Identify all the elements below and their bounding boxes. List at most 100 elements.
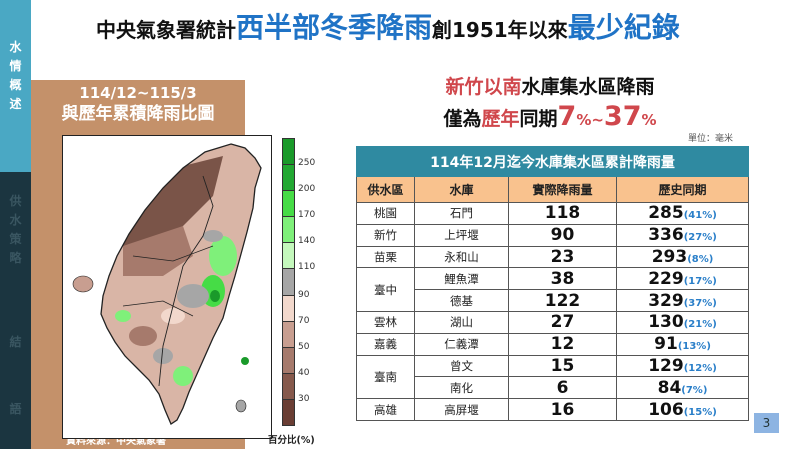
cell-reservoir: 石門 xyxy=(414,202,509,225)
percent-value: (21%) xyxy=(683,319,717,331)
sidebar-item-conclusion-1[interactable]: 結 xyxy=(0,333,31,352)
column-header-reservoir: 水庫 xyxy=(414,176,509,203)
percent-sign: % xyxy=(576,111,592,129)
column-header-region: 供水區 xyxy=(356,176,415,203)
historical-value: 336 xyxy=(648,225,684,246)
cell-reservoir: 湖山 xyxy=(414,310,509,334)
cell-region: 桃園 xyxy=(356,202,415,225)
cell-reservoir: 曾文 xyxy=(414,354,509,378)
cell-reservoir: 德基 xyxy=(414,289,509,312)
table-row: 嘉義 仁義潭 12 91(13%) xyxy=(356,332,750,356)
table-row: 雲林 湖山 27 130(21%) xyxy=(356,310,750,334)
sidebar-char: 略 xyxy=(9,251,22,265)
cell-historical: 336(27%) xyxy=(615,223,750,247)
highlight-region: 新竹以南 xyxy=(445,76,522,98)
cell-actual: 118 xyxy=(508,202,617,225)
sidebar-char: 結 xyxy=(9,335,22,349)
cell-historical: 329(37%) xyxy=(615,289,750,312)
sidebar-char: 情 xyxy=(9,59,22,73)
sidebar-active-highlight xyxy=(0,0,31,172)
sidebar-char: 策 xyxy=(9,232,22,246)
legend-tick-label: 200 xyxy=(298,184,316,194)
cell-reservoir: 鯉魚潭 xyxy=(414,267,509,291)
cell-reservoir: 上坪堰 xyxy=(414,223,509,247)
taiwan-map-image xyxy=(72,143,262,425)
historical-value: 91 xyxy=(654,334,678,355)
legend-swatch xyxy=(283,295,294,322)
cell-historical: 293(8%) xyxy=(615,245,750,269)
legend-swatch xyxy=(283,269,294,296)
cell-historical: 130(21%) xyxy=(615,310,750,334)
percent-sign: % xyxy=(641,111,657,129)
finding-text: 僅為 xyxy=(443,108,482,130)
sidebar-char: 概 xyxy=(9,78,22,92)
table-row: 苗栗 永和山 23 293(8%) xyxy=(356,245,750,269)
table-row: 德基 122 329(37%) xyxy=(357,289,750,312)
legend-swatch xyxy=(283,217,294,244)
legend-unit-label: 百分比(%) xyxy=(268,435,315,446)
table-caption: 114年12月迄今水庫集水區累計降雨量 xyxy=(355,146,750,177)
legend-tick-label: 50 xyxy=(298,342,310,352)
cell-region: 苗栗 xyxy=(356,245,415,269)
cell-region: 臺南 xyxy=(356,354,415,400)
historical-value: 285 xyxy=(648,203,684,224)
historical-value: 106 xyxy=(648,399,684,420)
legend-swatch xyxy=(283,373,294,400)
cell-region: 高雄 xyxy=(356,398,415,421)
title-highlight-2: 最少紀錄 xyxy=(567,11,680,44)
highlight-text: 歷年 xyxy=(481,108,520,130)
map-title: 與歷年累積降雨比圖 xyxy=(61,104,215,124)
page-title: 中央氣象署統計 西半部冬季降雨 創1951年以來 最少紀錄 xyxy=(96,6,680,46)
legend-tick-label: 30 xyxy=(298,394,310,404)
range-tilde: ~ xyxy=(591,111,604,129)
historical-value: 129 xyxy=(648,355,684,376)
legend-swatch xyxy=(283,191,294,218)
cell-reservoir: 永和山 xyxy=(414,245,509,269)
column-header-historical: 歷史同期 xyxy=(615,176,750,203)
legend-tick-label: 170 xyxy=(298,210,316,220)
percent-value: (17%) xyxy=(683,275,717,287)
sidebar-char: 述 xyxy=(9,97,22,111)
title-part-1: 中央氣象署統計 xyxy=(96,18,236,42)
cell-reservoir: 高屏堰 xyxy=(414,398,509,421)
legend-swatch xyxy=(283,165,294,192)
cell-historical: 91(13%) xyxy=(615,332,750,356)
percent-value: (13%) xyxy=(677,341,711,353)
key-finding: 新竹以南水庫集水區降雨 僅為歷年同期7%~37% xyxy=(360,72,740,135)
legend-swatch xyxy=(283,243,294,270)
legend-swatch xyxy=(283,399,294,426)
cell-actual: 6 xyxy=(508,376,617,400)
legend-tick-label: 70 xyxy=(298,316,310,326)
sidebar-item-conclusion-2[interactable]: 語 xyxy=(0,400,31,419)
historical-value: 293 xyxy=(651,246,688,267)
finding-text: 同期 xyxy=(519,108,558,130)
table-row: 臺中 鯉魚潭 38 229(17%) xyxy=(356,267,750,312)
rainfall-ratio-map xyxy=(62,135,272,439)
percent-high: 37 xyxy=(603,101,642,132)
percent-value: (12%) xyxy=(683,362,717,374)
data-source-label: 資料來源：中央氣象署 xyxy=(66,436,166,447)
legend-swatch xyxy=(283,321,294,348)
cell-actual: 122 xyxy=(508,289,617,312)
legend-tick-label: 140 xyxy=(298,236,316,246)
title-highlight-1: 西半部冬季降雨 xyxy=(236,11,433,44)
title-part-2: 創1951年以來 xyxy=(432,18,568,42)
cell-region: 臺中 xyxy=(356,267,415,312)
legend-tick-label: 250 xyxy=(298,158,316,168)
table-row: 桃園 石門 118 285(41%) xyxy=(356,202,750,225)
cell-historical: 229(17%) xyxy=(615,267,750,291)
percent-value: (27%) xyxy=(683,232,717,244)
sidebar-item-water-overview[interactable]: 水 情 概 述 xyxy=(0,38,31,114)
legend-tick-label: 90 xyxy=(298,290,310,300)
cell-actual: 23 xyxy=(508,245,617,269)
column-header-actual: 實際降雨量 xyxy=(508,176,617,203)
cell-region: 嘉義 xyxy=(356,332,415,356)
cell-historical: 285(41%) xyxy=(615,202,750,225)
page-number: 3 xyxy=(754,413,779,433)
sidebar-char: 水 xyxy=(9,213,22,227)
cell-region: 雲林 xyxy=(356,310,415,334)
sidebar-nav: 水 情 概 述 供 水 策 略 結 語 xyxy=(0,0,31,449)
sidebar-char: 語 xyxy=(9,402,22,416)
sidebar-item-water-supply-strategy[interactable]: 供 水 策 略 xyxy=(0,192,31,268)
sidebar-char: 水 xyxy=(9,40,22,54)
